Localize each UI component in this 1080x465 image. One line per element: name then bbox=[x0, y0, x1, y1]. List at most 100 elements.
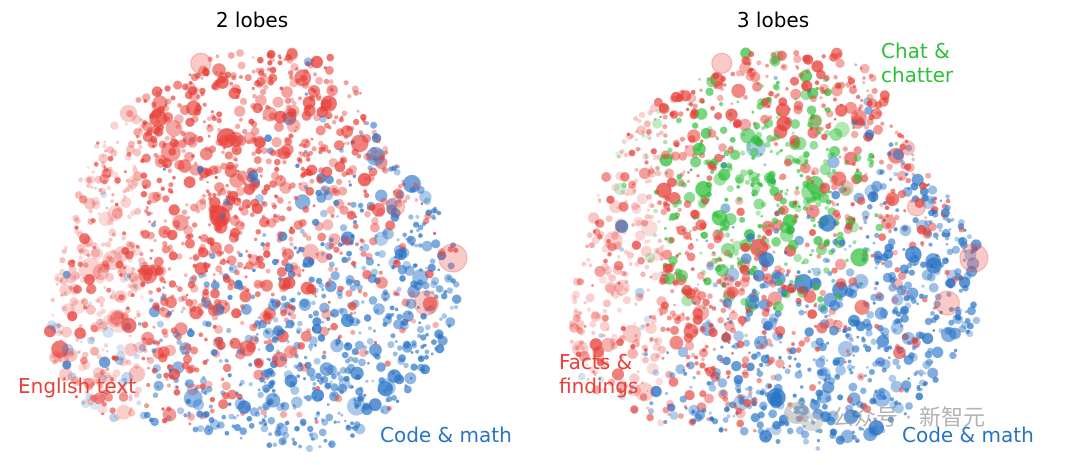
point-english-text bbox=[117, 294, 124, 301]
point-code-math bbox=[970, 301, 977, 309]
point-facts-findings bbox=[685, 145, 688, 149]
point-english-text bbox=[105, 273, 114, 282]
point-english-text bbox=[198, 332, 204, 338]
point-facts-findings bbox=[851, 217, 856, 222]
point-code-math bbox=[181, 351, 186, 356]
point-chat-chatter bbox=[815, 87, 819, 91]
point-code-math bbox=[708, 411, 712, 415]
point-facts-findings bbox=[634, 167, 639, 172]
point-english-text bbox=[272, 96, 284, 108]
point-code-math bbox=[691, 409, 696, 414]
point-english-text bbox=[309, 178, 315, 184]
point-english-text bbox=[155, 306, 161, 312]
point-english-text bbox=[189, 305, 197, 313]
point-code-math bbox=[303, 377, 306, 381]
point-code-math bbox=[862, 318, 871, 327]
point-facts-findings bbox=[712, 347, 716, 351]
point-english-text bbox=[96, 311, 103, 317]
point-english-text bbox=[275, 259, 280, 263]
point-facts-findings bbox=[802, 54, 810, 63]
point-facts-findings bbox=[790, 76, 799, 86]
point-code-math bbox=[811, 267, 814, 271]
point-code-math bbox=[889, 177, 893, 182]
point-facts-findings bbox=[848, 77, 855, 85]
point-code-math bbox=[267, 300, 279, 312]
point-code-math bbox=[359, 246, 364, 252]
point-facts-findings bbox=[680, 90, 692, 102]
point-english-text bbox=[167, 267, 172, 271]
point-facts-findings bbox=[859, 226, 863, 230]
point-facts-findings bbox=[647, 208, 650, 212]
point-code-math bbox=[205, 321, 212, 328]
point-code-math bbox=[650, 393, 654, 396]
point-code-math bbox=[920, 374, 923, 377]
point-chat-chatter bbox=[664, 227, 667, 230]
point-chat-chatter bbox=[765, 96, 772, 103]
point-code-math bbox=[733, 342, 740, 350]
point-chat-chatter bbox=[776, 80, 780, 85]
point-english-text bbox=[160, 297, 169, 307]
point-english-text bbox=[78, 363, 87, 372]
point-english-text bbox=[242, 306, 246, 310]
point-english-text bbox=[274, 110, 287, 124]
point-english-text bbox=[334, 394, 343, 403]
point-facts-findings bbox=[737, 288, 746, 296]
point-english-text bbox=[143, 99, 148, 103]
point-code-math bbox=[827, 156, 840, 169]
point-code-math bbox=[280, 295, 287, 302]
point-english-text bbox=[323, 66, 327, 70]
point-chat-chatter bbox=[826, 172, 834, 179]
point-english-text bbox=[187, 280, 196, 289]
point-code-math bbox=[279, 355, 286, 361]
point-code-math bbox=[276, 214, 281, 218]
point-english-text bbox=[94, 378, 100, 384]
point-english-text bbox=[109, 311, 125, 326]
point-code-math bbox=[318, 428, 327, 437]
point-code-math bbox=[319, 398, 322, 401]
point-code-math bbox=[892, 358, 900, 366]
point-english-text bbox=[177, 103, 182, 108]
point-code-math bbox=[337, 411, 341, 415]
point-english-text bbox=[202, 102, 207, 107]
point-english-text bbox=[404, 194, 411, 201]
point-code-math bbox=[871, 180, 883, 192]
point-facts-findings bbox=[833, 117, 837, 121]
point-facts-findings bbox=[687, 171, 690, 174]
point-code-math bbox=[932, 232, 939, 239]
point-facts-findings bbox=[591, 311, 600, 320]
point-chat-chatter bbox=[753, 198, 765, 210]
point-facts-findings bbox=[611, 289, 621, 299]
point-chat-chatter bbox=[816, 244, 827, 256]
point-code-math bbox=[872, 301, 876, 305]
point-english-text bbox=[289, 347, 298, 356]
point-english-text bbox=[378, 154, 385, 160]
point-code-math bbox=[887, 416, 895, 423]
point-code-math bbox=[619, 393, 626, 401]
point-facts-findings bbox=[944, 269, 950, 275]
point-facts-findings bbox=[828, 122, 832, 125]
point-english-text bbox=[59, 279, 63, 283]
point-facts-findings bbox=[655, 352, 661, 359]
point-english-text bbox=[349, 312, 353, 316]
point-code-math bbox=[864, 184, 879, 199]
point-code-math bbox=[847, 284, 852, 289]
point-english-text bbox=[236, 250, 241, 255]
point-english-text bbox=[172, 175, 176, 180]
point-english-text bbox=[209, 408, 215, 414]
point-english-text bbox=[175, 333, 182, 341]
point-code-math bbox=[353, 421, 361, 429]
point-facts-findings bbox=[610, 292, 615, 296]
point-code-math bbox=[899, 324, 904, 328]
point-english-text bbox=[115, 297, 119, 302]
point-facts-findings bbox=[804, 310, 807, 314]
point-english-text bbox=[197, 246, 205, 254]
point-english-text bbox=[211, 116, 217, 121]
point-english-text bbox=[173, 389, 181, 396]
point-english-text bbox=[234, 269, 240, 276]
point-code-math bbox=[290, 305, 296, 311]
point-code-math bbox=[234, 397, 247, 410]
point-facts-findings bbox=[774, 265, 782, 273]
point-english-text bbox=[334, 115, 339, 120]
point-facts-findings bbox=[692, 308, 704, 319]
point-facts-findings bbox=[864, 172, 868, 176]
